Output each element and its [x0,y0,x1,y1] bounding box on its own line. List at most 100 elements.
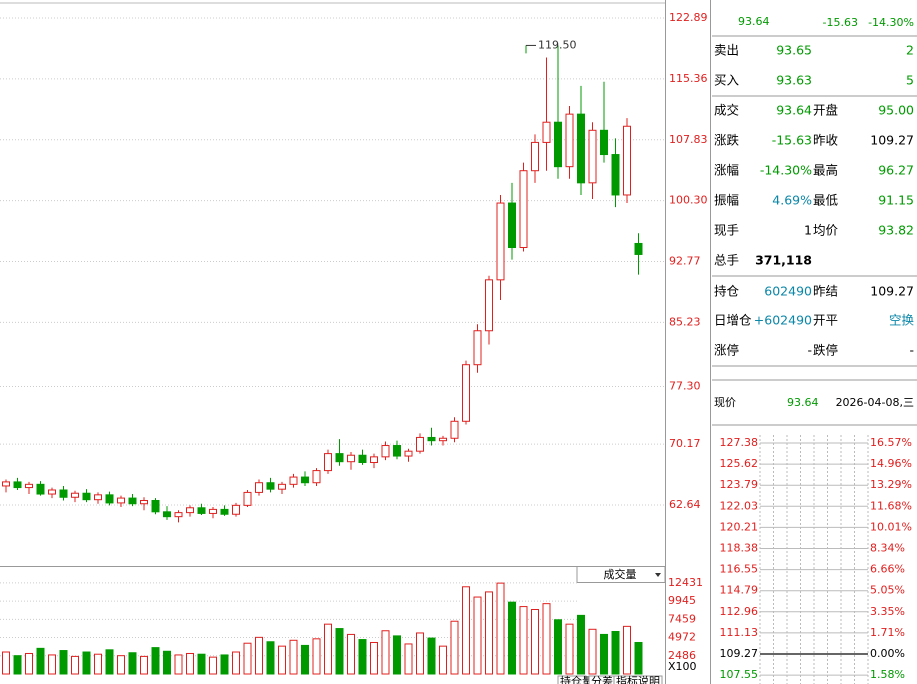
candle-body [82,492,91,501]
volume-bar [289,639,298,675]
volume-bar [312,638,321,675]
candle-body [36,483,45,495]
candle-body [289,476,298,485]
stat-value: 95.00 [878,103,914,118]
volume-bar [611,630,620,675]
stat-label: 振幅 [714,193,739,208]
volume-bar [174,654,183,675]
volume-bar [634,641,643,675]
price-tick-label: 107.83 [669,133,708,146]
volume-bar [105,649,114,675]
candle-body [151,499,160,513]
volume-bar [117,655,125,675]
now-price: 93.64 [787,396,819,409]
volume-bar [496,582,505,675]
candle-body [381,445,390,458]
stat-label: 持仓 [714,284,740,299]
stat-label: 跌停 [813,343,838,358]
candle-body [634,242,643,255]
candle-body [577,113,585,184]
tab[interactable] [557,675,587,684]
mini-left-label: 107.55 [720,668,759,681]
stat-label: 涨跌 [714,133,740,148]
volume-bar [542,603,551,675]
tab-label: 分差 [591,674,613,684]
mini-left-label: 120.21 [720,520,759,533]
price-tick-label: 62.64 [669,498,701,511]
candle-body [473,330,482,366]
volume-bar [600,633,608,675]
price-tick-label: 100.30 [669,194,708,207]
candle-body [335,453,344,463]
mini-left-label: 111.13 [720,626,759,639]
price-tick-label: 77.30 [669,380,701,393]
volume-bar [278,645,286,675]
volume-bar [358,639,367,675]
volume-bar [255,636,263,675]
mini-left-label: 114.79 [720,584,759,597]
mini-left-label: 116.55 [720,563,759,576]
mini-right-label: 14.96% [870,457,912,470]
last-price: 93.64 [738,15,770,28]
candle-body [611,154,620,196]
candle-body [347,454,355,463]
volume-bar [220,654,229,675]
candle-body [370,456,378,464]
stat-value: 371,118 [755,253,812,268]
mini-left-label: 123.79 [720,478,759,491]
candle-body [48,489,56,495]
mini-right-label: 6.66% [870,563,905,576]
candle-body [71,492,79,498]
volume-header-box[interactable] [576,566,666,583]
volume-bar [59,650,68,675]
volume-bar [186,652,194,675]
price-tick-label: 92.77 [669,254,701,267]
tab[interactable] [613,675,663,684]
volume-bar [485,591,493,675]
volume-bar [439,645,447,675]
candle-body [393,445,401,457]
volume-bar [324,623,332,675]
volume-bar [450,620,459,675]
volume-bar [36,647,45,675]
volume-bar [508,601,516,675]
stat-label: 日增仓 [714,313,752,328]
volume-bar [13,655,22,675]
volume-bar [71,655,79,675]
volume-bar [531,609,539,675]
mini-right-label: 0.00% [870,647,905,660]
volume-bar [301,644,309,675]
tab-label: 持仓量 [560,674,593,684]
volume-tick-label: 12431 [668,576,703,589]
candle-body [13,481,22,489]
candle-body [450,420,459,439]
mini-right-label: 1.58% [870,668,905,681]
mini-right-label: 11.68% [870,499,912,512]
volume-tick-label: 9945 [668,594,696,607]
stat-label: 总手 [714,253,739,268]
volume-bar [473,596,482,675]
date: 2026-04-08,三 [836,396,914,409]
mini-left-label: 122.03 [720,499,759,512]
volume-unit: X100 [668,660,697,673]
candle-body [105,494,114,504]
candle-body [439,437,447,442]
volume-bar [427,637,436,675]
volume-bar [266,641,275,675]
candle-body [531,141,539,172]
volume-bar [519,606,528,675]
stat-value: +602490 [754,313,812,328]
volume-title: 成交量 [604,567,637,581]
candle-body [209,508,217,514]
stat-label: 成交 [714,103,739,118]
stat-label: 最低 [813,193,839,208]
stat-value: 93.64 [776,103,812,118]
volume-bar [565,623,574,675]
candle-body [485,279,493,332]
volume-bar [2,651,10,675]
candle-body [140,499,148,505]
price-tick-label: 122.89 [669,11,708,24]
stat-value: -14.30% [760,163,812,178]
stat-value: 602490 [764,284,812,299]
candle-body [243,491,252,506]
